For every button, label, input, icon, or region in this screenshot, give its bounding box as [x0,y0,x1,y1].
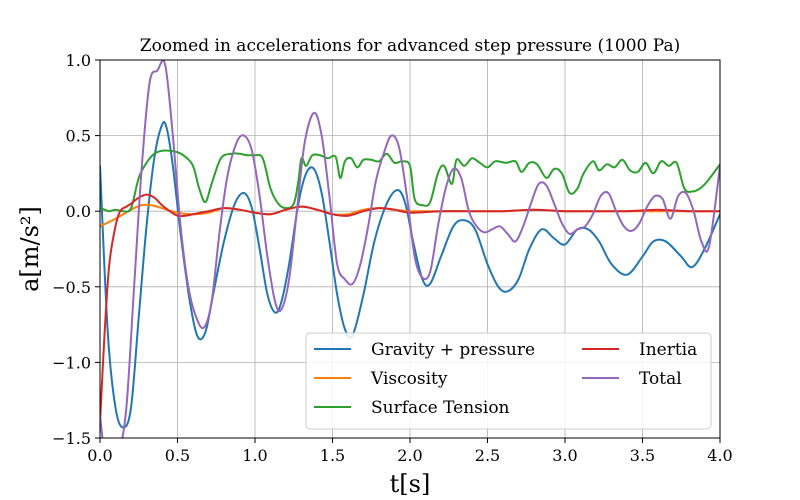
legend-label: Gravity + pressure [371,340,535,360]
legend-label: Surface Tension [371,398,510,418]
x-tick-label: 1.0 [242,446,267,465]
y-axis-label: a[m/s²] [16,206,44,292]
legend-item-viscosity: Viscosity [314,369,448,389]
x-tick-label: 3.0 [552,446,577,465]
legend-label: Total [639,369,682,389]
legend-item-gravity-pressure: Gravity + pressure [314,340,535,360]
legend-label: Viscosity [370,369,448,389]
y-tick-label: −1.0 [52,353,91,372]
chart-title: Zoomed in accelerations for advanced ste… [140,36,680,56]
x-tick-label: 2.5 [475,446,500,465]
x-tick-label: 3.5 [630,446,655,465]
y-tick-label: 0.5 [66,127,91,146]
y-tick-label: 0.0 [66,202,91,221]
legend-label: Inertia [639,340,697,360]
legend-item-inertia: Inertia [582,340,697,360]
x-tick-label: 0.5 [165,446,190,465]
series-line-surface-tension [100,149,720,213]
y-tick-label: 1.0 [66,51,91,70]
x-tick-label: 0.0 [87,446,112,465]
legend-box [305,332,712,430]
x-tick-label: 1.5 [320,446,345,465]
axis-ticks: 0.0 0.5 1.0 1.5 2.0 2.5 3.0 3.5 4.0 −1.5 −1.0 −0.5 0… [52,51,733,465]
legend: Gravity + pressure Viscosity Surface Tensi… [305,332,712,430]
x-tick-label: 4.0 [707,446,732,465]
y-tick-label: −0.5 [52,278,91,297]
x-axis-label: t[s] [390,470,431,498]
series-line-total [100,60,720,438]
legend-item-surface-tension: Surface Tension [314,398,510,418]
y-tick-label: −1.5 [52,429,91,448]
series-line-inertia [100,193,720,424]
legend-item-total: Total [582,369,682,389]
x-tick-label: 2.0 [397,446,422,465]
